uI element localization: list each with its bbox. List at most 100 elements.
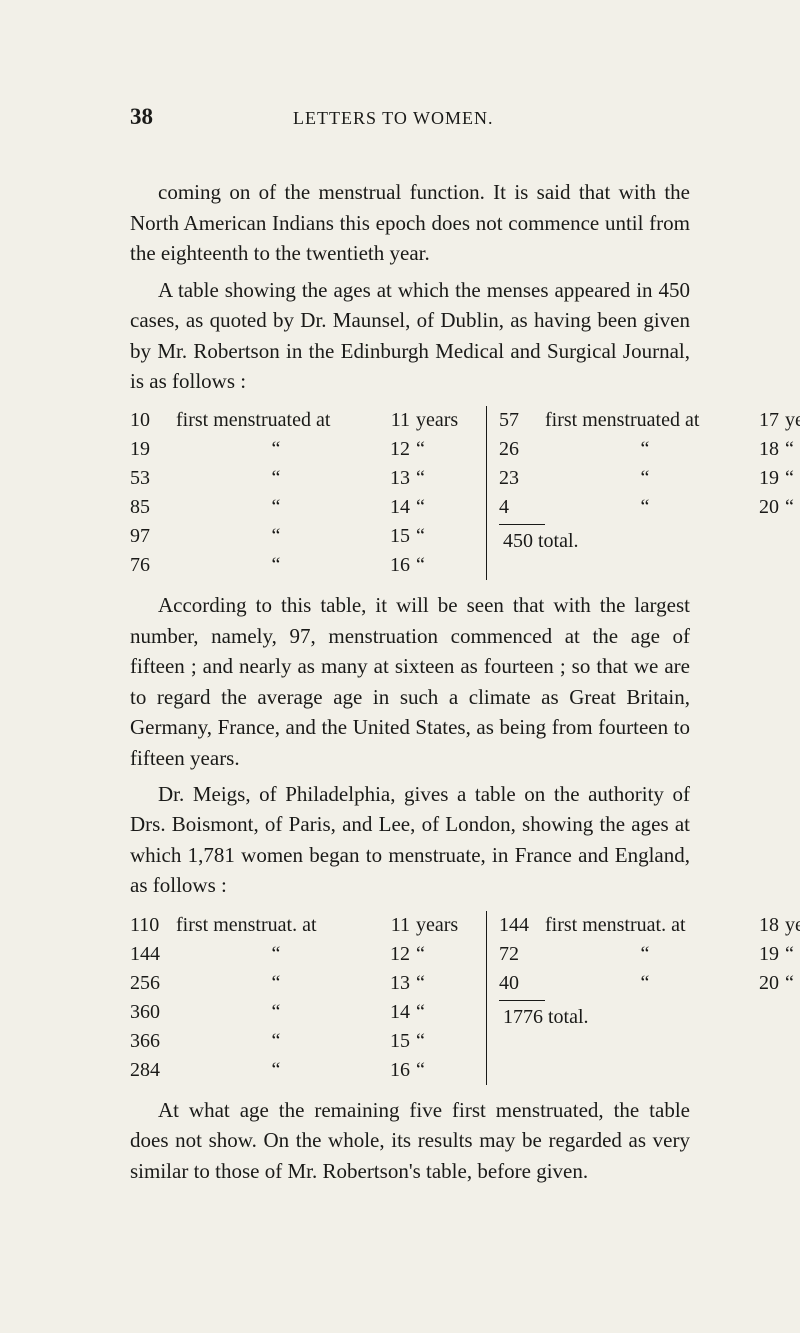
age: 18 <box>745 911 779 940</box>
table-row: 97 “ 15 “ <box>130 522 474 551</box>
age: 12 <box>376 940 410 969</box>
table-row: 256 “ 13 “ <box>130 969 474 998</box>
count: 19 <box>130 435 176 464</box>
ditto-mark: “ <box>779 969 800 998</box>
count: 57 <box>499 406 545 435</box>
count: 26 <box>499 435 545 464</box>
table-row: 110 first menstruat. at 11 years <box>130 911 474 940</box>
age: 14 <box>376 998 410 1027</box>
count: 144 <box>499 911 545 940</box>
total: 450 total. <box>499 527 579 556</box>
count: 40 <box>499 969 545 998</box>
table-total-row: 450 total. <box>499 527 800 556</box>
table-row: 23 “ 19 “ <box>499 464 800 493</box>
ditto-mark: “ <box>176 464 376 493</box>
paragraph: At what age the remaining five first men… <box>130 1095 690 1186</box>
ditto-mark: “ <box>410 493 474 522</box>
age: 19 <box>745 464 779 493</box>
age: 12 <box>376 435 410 464</box>
age: 15 <box>376 1027 410 1056</box>
ditto-mark: “ <box>410 1027 474 1056</box>
ditto-mark: “ <box>410 940 474 969</box>
ditto-mark: “ <box>176 998 376 1027</box>
count: 53 <box>130 464 176 493</box>
table-row: 72 “ 19 “ <box>499 940 800 969</box>
ditto-mark: “ <box>545 493 745 522</box>
ditto-mark: “ <box>779 464 800 493</box>
table-row: 284 “ 16 “ <box>130 1056 474 1085</box>
unit: years <box>779 406 800 435</box>
table-row: 85 “ 14 “ <box>130 493 474 522</box>
table-column-right: 144 first menstruat. at 18 years 72 “ 19… <box>487 911 800 1085</box>
ditto-mark: “ <box>779 493 800 522</box>
table-row: 19 “ 12 “ <box>130 435 474 464</box>
table-row: 40 “ 20 “ <box>499 969 800 998</box>
age: 13 <box>376 969 410 998</box>
ditto-mark: “ <box>545 940 745 969</box>
ditto-mark: “ <box>410 551 474 580</box>
age: 19 <box>745 940 779 969</box>
paragraph: Dr. Meigs, of Philadelphia, gives a tabl… <box>130 779 690 901</box>
unit: years <box>410 911 474 940</box>
ditto-mark: “ <box>410 522 474 551</box>
running-title: LETTERS TO WOMEN. <box>293 105 494 131</box>
ditto-mark: “ <box>410 1056 474 1085</box>
table-row: 144 “ 12 “ <box>130 940 474 969</box>
table-row: 4 “ 20 “ <box>499 493 800 522</box>
paragraph: A table showing the ages at which the me… <box>130 275 690 397</box>
horizontal-rule <box>499 524 545 525</box>
phrase: first menstruated at <box>545 406 745 435</box>
count: 4 <box>499 493 545 522</box>
age: 16 <box>376 1056 410 1085</box>
count: 97 <box>130 522 176 551</box>
ditto-mark: “ <box>410 998 474 1027</box>
ditto-mark: “ <box>176 493 376 522</box>
table-column-left: 10 first menstruated at 11 years 19 “ 12… <box>130 406 487 580</box>
ditto-mark: “ <box>176 940 376 969</box>
ditto-mark: “ <box>176 1056 376 1085</box>
phrase: first menstruat. at <box>176 911 376 940</box>
table-column-left: 110 first menstruat. at 11 years 144 “ 1… <box>130 911 487 1085</box>
ditto-mark: “ <box>176 522 376 551</box>
ditto-mark: “ <box>176 551 376 580</box>
count: 85 <box>130 493 176 522</box>
ditto-mark: “ <box>545 464 745 493</box>
paragraph: coming on of the menstrual function. It … <box>130 177 690 268</box>
count: 256 <box>130 969 176 998</box>
table-row: 360 “ 14 “ <box>130 998 474 1027</box>
unit: years <box>410 406 474 435</box>
age: 17 <box>745 406 779 435</box>
ditto-mark: “ <box>545 969 745 998</box>
ditto-mark: “ <box>410 969 474 998</box>
page-header: 38 LETTERS TO WOMEN. <box>130 100 690 133</box>
total: 1776 total. <box>499 1003 589 1032</box>
count: 23 <box>499 464 545 493</box>
menstruation-age-table-2: 110 first menstruat. at 11 years 144 “ 1… <box>130 911 690 1085</box>
age: 15 <box>376 522 410 551</box>
phrase: first menstruated at <box>176 406 376 435</box>
paragraph: According to this table, it will be seen… <box>130 590 690 773</box>
table-row: 57 first menstruated at 17 years <box>499 406 800 435</box>
table-row: 26 “ 18 “ <box>499 435 800 464</box>
ditto-mark: “ <box>410 464 474 493</box>
ditto-mark: “ <box>176 969 376 998</box>
count: 76 <box>130 551 176 580</box>
table-row: 366 “ 15 “ <box>130 1027 474 1056</box>
age: 11 <box>376 406 410 435</box>
horizontal-rule <box>499 1000 545 1001</box>
ditto-mark: “ <box>779 435 800 464</box>
table-row: 144 first menstruat. at 18 years <box>499 911 800 940</box>
count: 360 <box>130 998 176 1027</box>
count: 366 <box>130 1027 176 1056</box>
table-row: 53 “ 13 “ <box>130 464 474 493</box>
page: 38 LETTERS TO WOMEN. coming on of the me… <box>0 0 800 1252</box>
count: 72 <box>499 940 545 969</box>
count: 284 <box>130 1056 176 1085</box>
age: 16 <box>376 551 410 580</box>
ditto-mark: “ <box>410 435 474 464</box>
ditto-mark: “ <box>545 435 745 464</box>
ditto-mark: “ <box>176 435 376 464</box>
count: 144 <box>130 940 176 969</box>
count: 110 <box>130 911 176 940</box>
age: 20 <box>745 493 779 522</box>
